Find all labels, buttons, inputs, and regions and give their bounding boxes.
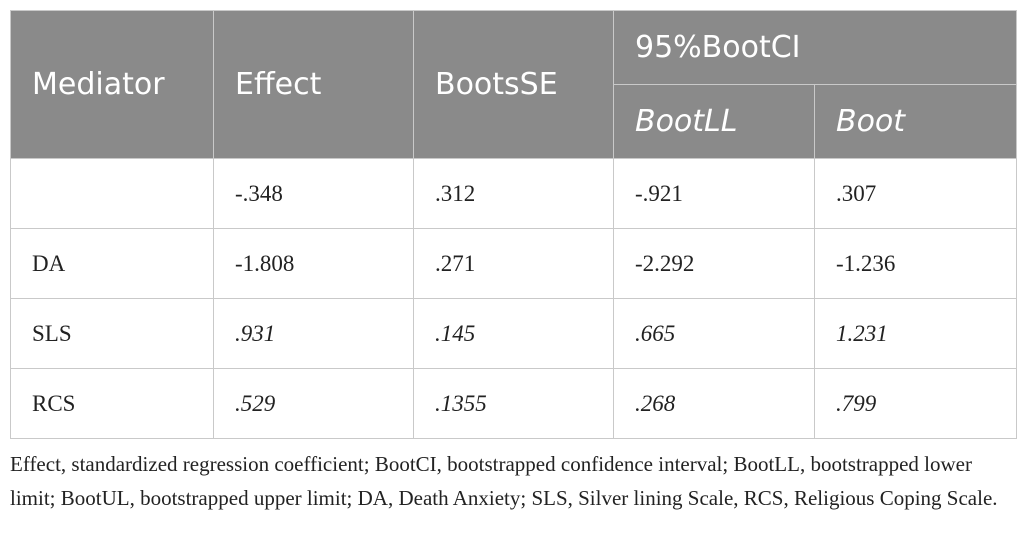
mediation-table: Mediator Effect BootsSE 95%BootCI BootLL… (10, 10, 1017, 439)
header-row-2: BootLL Boot (11, 84, 1017, 159)
cell-effect: -1.808 (213, 228, 414, 299)
cell-effect: -.348 (213, 158, 414, 229)
header-bootul: Boot (814, 84, 1017, 159)
header-bootci: 95%BootCI (613, 10, 1017, 85)
cell-bootll: .665 (613, 298, 815, 369)
cell-bootsse: .312 (413, 158, 614, 229)
table-footnote: Effect, standardized regression coeffici… (10, 452, 998, 510)
cell-bootll: .268 (613, 368, 815, 439)
cell-bootll: -.921 (613, 158, 815, 229)
header-effect: Effect (213, 10, 414, 159)
cell-mediator: DA (10, 228, 214, 299)
mediation-table-container: Mediator Effect BootsSE 95%BootCI BootLL… (10, 10, 1017, 439)
table-row: DA -1.808 .271 -2.292 -1.236 (10, 228, 1017, 299)
cell-bootul: .307 (814, 158, 1017, 229)
cell-bootul: -1.236 (814, 228, 1017, 299)
cell-bootsse: .145 (413, 298, 614, 369)
table-row: SLS .931 .145 .665 1.231 (10, 298, 1017, 369)
table-body: -.348 .312 -.921 .307 DA -1.808 .271 -2.… (10, 158, 1017, 439)
cell-bootsse: .271 (413, 228, 614, 299)
header-row-1: Mediator Effect BootsSE 95%BootCI (10, 10, 1017, 159)
cell-bootul: 1.231 (814, 298, 1017, 369)
cell-effect: .931 (213, 298, 414, 369)
cell-mediator: SLS (10, 298, 214, 369)
cell-bootll: -2.292 (613, 228, 815, 299)
cell-bootsse: .1355 (413, 368, 614, 439)
cell-mediator: RCS (10, 368, 214, 439)
header-bootsse: BootsSE (413, 10, 614, 159)
table-row: -.348 .312 -.921 .307 (10, 158, 1017, 229)
cell-mediator (10, 158, 214, 229)
header-bootll: BootLL (613, 84, 815, 159)
table-header: Mediator Effect BootsSE 95%BootCI BootLL… (10, 10, 1017, 159)
table-row: RCS .529 .1355 .268 .799 (10, 368, 1017, 439)
header-mediator: Mediator (10, 10, 214, 159)
cell-effect: .529 (213, 368, 414, 439)
cell-bootul: .799 (814, 368, 1017, 439)
